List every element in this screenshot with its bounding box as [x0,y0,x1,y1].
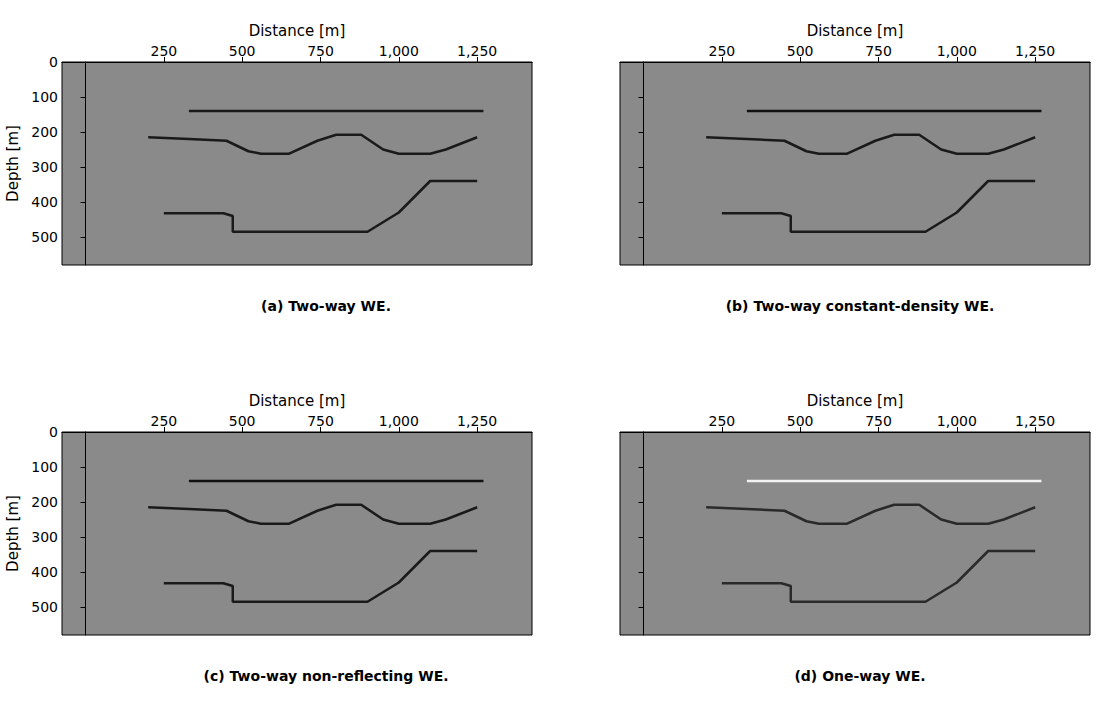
svg-text:1,250: 1,250 [457,413,497,429]
svg-text:1,000: 1,000 [937,413,977,429]
svg-text:100: 100 [31,459,58,475]
svg-text:Two-way non-reflecting WE.: Two-way non-reflecting WE. [230,668,449,684]
svg-text:500: 500 [787,413,814,429]
svg-text:500: 500 [31,229,58,245]
svg-text:(b): (b) [726,298,749,314]
svg-text:300: 300 [31,529,58,545]
svg-text:250: 250 [150,413,177,429]
svg-text:400: 400 [31,564,58,580]
svg-text:1,250: 1,250 [457,43,497,59]
svg-text:750: 750 [865,413,892,429]
svg-text:400: 400 [31,194,58,210]
svg-text:500: 500 [31,599,58,615]
svg-text:1,000: 1,000 [937,43,977,59]
svg-text:500: 500 [787,43,814,59]
svg-text:Distance [m]: Distance [m] [249,22,346,40]
svg-text:250: 250 [708,413,735,429]
svg-text:1,000: 1,000 [379,43,419,59]
svg-text:250: 250 [708,43,735,59]
svg-text:500: 500 [229,413,256,429]
svg-text:One-way WE.: One-way WE. [822,668,925,684]
svg-text:1,250: 1,250 [1015,43,1055,59]
svg-text:0: 0 [49,424,58,440]
svg-text:Distance [m]: Distance [m] [249,392,346,410]
svg-text:Distance [m]: Distance [m] [807,22,904,40]
svg-text:300: 300 [31,159,58,175]
svg-text:(c): (c) [203,668,224,684]
svg-text:100: 100 [31,89,58,105]
svg-text:1,000: 1,000 [379,413,419,429]
svg-text:Depth [m]: Depth [m] [4,495,22,572]
svg-text:Depth [m]: Depth [m] [4,125,22,202]
svg-text:(d): (d) [794,668,817,684]
svg-text:1,250: 1,250 [1015,413,1055,429]
svg-text:Two-way constant-density WE.: Two-way constant-density WE. [754,298,995,314]
svg-text:250: 250 [150,43,177,59]
svg-text:200: 200 [31,494,58,510]
svg-text:0: 0 [49,54,58,70]
svg-text:Distance [m]: Distance [m] [807,392,904,410]
svg-text:500: 500 [229,43,256,59]
svg-text:(a): (a) [261,298,283,314]
svg-text:750: 750 [865,43,892,59]
svg-text:750: 750 [307,43,334,59]
svg-text:200: 200 [31,124,58,140]
svg-text:750: 750 [307,413,334,429]
svg-text:Two-way WE.: Two-way WE. [288,298,391,314]
